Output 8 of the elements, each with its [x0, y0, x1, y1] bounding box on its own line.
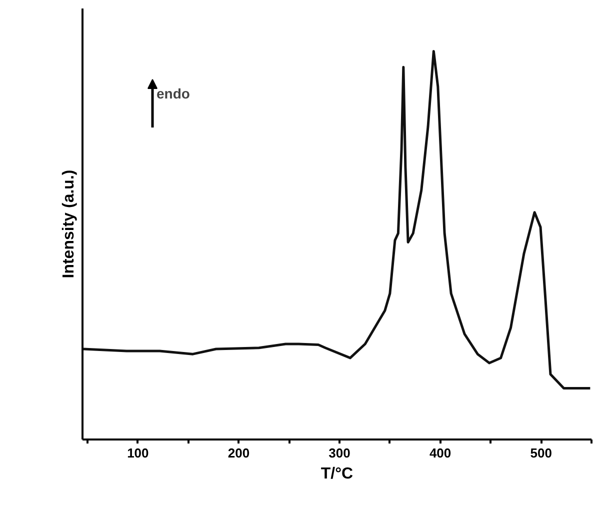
x-tick-label: 100 [127, 446, 149, 460]
x-tick-label: 400 [429, 446, 452, 460]
x-tick-label: 500 [530, 446, 552, 460]
y-axis-title: Intensity (a.u.) [60, 170, 78, 278]
x-tick-label: 200 [228, 446, 250, 460]
x-tick-label: 300 [328, 446, 350, 460]
x-axis-title: T/°C [320, 466, 354, 482]
annotation: endo [156, 86, 190, 102]
